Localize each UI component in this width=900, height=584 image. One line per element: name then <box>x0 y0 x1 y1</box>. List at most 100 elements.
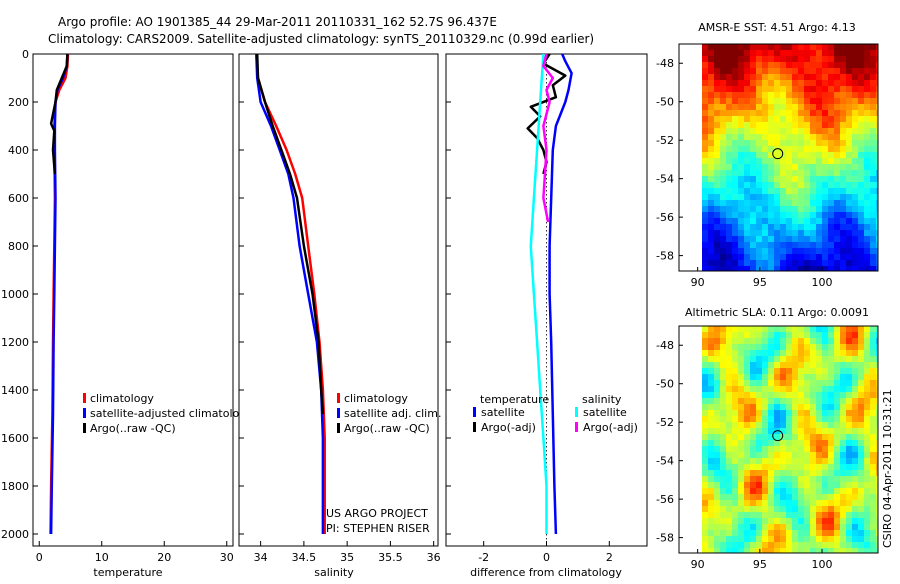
heatmap-cell <box>780 548 786 553</box>
heatmap-cell <box>804 182 810 188</box>
heatmap-cell <box>846 80 852 86</box>
heatmap-cell <box>750 458 756 464</box>
heatmap-cell <box>744 476 750 482</box>
heatmap-cell <box>858 422 864 428</box>
heatmap-cell <box>792 548 798 553</box>
heatmap-cell <box>876 254 878 260</box>
heatmap-cell <box>816 182 822 188</box>
heatmap-cell <box>738 266 744 271</box>
heatmap-cell <box>762 182 768 188</box>
heatmap-cell <box>720 164 726 170</box>
heatmap-cell <box>726 404 732 410</box>
heatmap-cell <box>714 86 720 92</box>
heatmap-cell <box>870 470 876 476</box>
map-xtick-label: 100 <box>812 276 833 289</box>
heatmap-cell <box>738 68 744 74</box>
heatmap-cell <box>798 254 804 260</box>
heatmap-cell <box>876 218 878 224</box>
heatmap-cell <box>864 464 870 470</box>
heatmap-cell <box>780 56 786 62</box>
heatmap-cell <box>792 434 798 440</box>
heatmap-cell <box>810 218 816 224</box>
heatmap-cell <box>846 536 852 542</box>
heatmap-cell <box>834 524 840 530</box>
heatmap-cell <box>864 200 870 206</box>
heatmap-cell <box>762 464 768 470</box>
heatmap-cell <box>732 98 738 104</box>
heatmap-cell <box>738 74 744 80</box>
heatmap-cell <box>714 254 720 260</box>
ytick-label: 600 <box>8 192 29 205</box>
heatmap-cell <box>786 260 792 266</box>
heatmap-cell <box>702 380 708 386</box>
heatmap-cell <box>816 542 822 548</box>
heatmap-cell <box>846 242 852 248</box>
heatmap-cell <box>804 236 810 242</box>
heatmap-cell <box>780 146 786 152</box>
heatmap-cell <box>726 182 732 188</box>
heatmap-cell <box>768 452 774 458</box>
heatmap-cell <box>834 428 840 434</box>
heatmap-cell <box>744 536 750 542</box>
heatmap-cell <box>822 104 828 110</box>
heatmap-cell <box>732 518 738 524</box>
heatmap-cell <box>732 110 738 116</box>
heatmap-cell <box>876 392 878 398</box>
heatmap-cell <box>726 74 732 80</box>
heatmap-cell <box>858 188 864 194</box>
heatmap-cell <box>858 158 864 164</box>
legend-swatch-argo <box>83 423 86 433</box>
heatmap-cell <box>738 416 744 422</box>
heatmap-cell <box>828 50 834 56</box>
heatmap-cell <box>702 482 708 488</box>
heatmap-cell <box>810 206 816 212</box>
heatmap-cell <box>756 44 762 50</box>
heatmap-cell <box>744 524 750 530</box>
heatmap-cell <box>870 254 876 260</box>
heatmap-cell <box>828 410 834 416</box>
heatmap-cell <box>762 434 768 440</box>
heatmap-cell <box>828 458 834 464</box>
heatmap-cell <box>804 500 810 506</box>
xtick-label: 30 <box>220 551 234 564</box>
heatmap-cell <box>846 422 852 428</box>
heatmap-cell <box>744 482 750 488</box>
heatmap-cell <box>792 410 798 416</box>
heatmap-cell <box>744 80 750 86</box>
heatmap-cell <box>792 452 798 458</box>
heatmap-cell <box>840 230 846 236</box>
heatmap-cell <box>804 362 810 368</box>
heatmap-cell <box>864 446 870 452</box>
heatmap-cell <box>828 434 834 440</box>
heatmap-cell <box>744 116 750 122</box>
map-ytick-label: -48 <box>656 57 674 70</box>
heatmap-cell <box>786 86 792 92</box>
heatmap-cell <box>834 374 840 380</box>
heatmap-cell <box>702 518 708 524</box>
heatmap-cell <box>804 434 810 440</box>
heatmap-cell <box>876 518 878 524</box>
heatmap-cell <box>780 170 786 176</box>
heatmap-cell <box>852 230 858 236</box>
heatmap-cell <box>810 350 816 356</box>
heatmap-cell <box>726 218 732 224</box>
heatmap-cell <box>852 110 858 116</box>
heatmap-cell <box>750 434 756 440</box>
heatmap-cell <box>792 416 798 422</box>
heatmap-cell <box>756 206 762 212</box>
heatmap-cell <box>762 170 768 176</box>
heatmap-cell <box>750 422 756 428</box>
heatmap-cell <box>720 242 726 248</box>
heatmap-cell <box>774 206 780 212</box>
heatmap-cell <box>786 140 792 146</box>
heatmap-cell <box>720 512 726 518</box>
heatmap-cell <box>876 116 878 122</box>
heatmap-cell <box>726 236 732 242</box>
heatmap-cell <box>720 398 726 404</box>
heatmap-cell <box>816 230 822 236</box>
heatmap-cell <box>786 248 792 254</box>
heatmap-cell <box>744 500 750 506</box>
heatmap-cell <box>738 338 744 344</box>
map-xtick-label: 100 <box>812 558 833 571</box>
heatmap-cell <box>774 398 780 404</box>
